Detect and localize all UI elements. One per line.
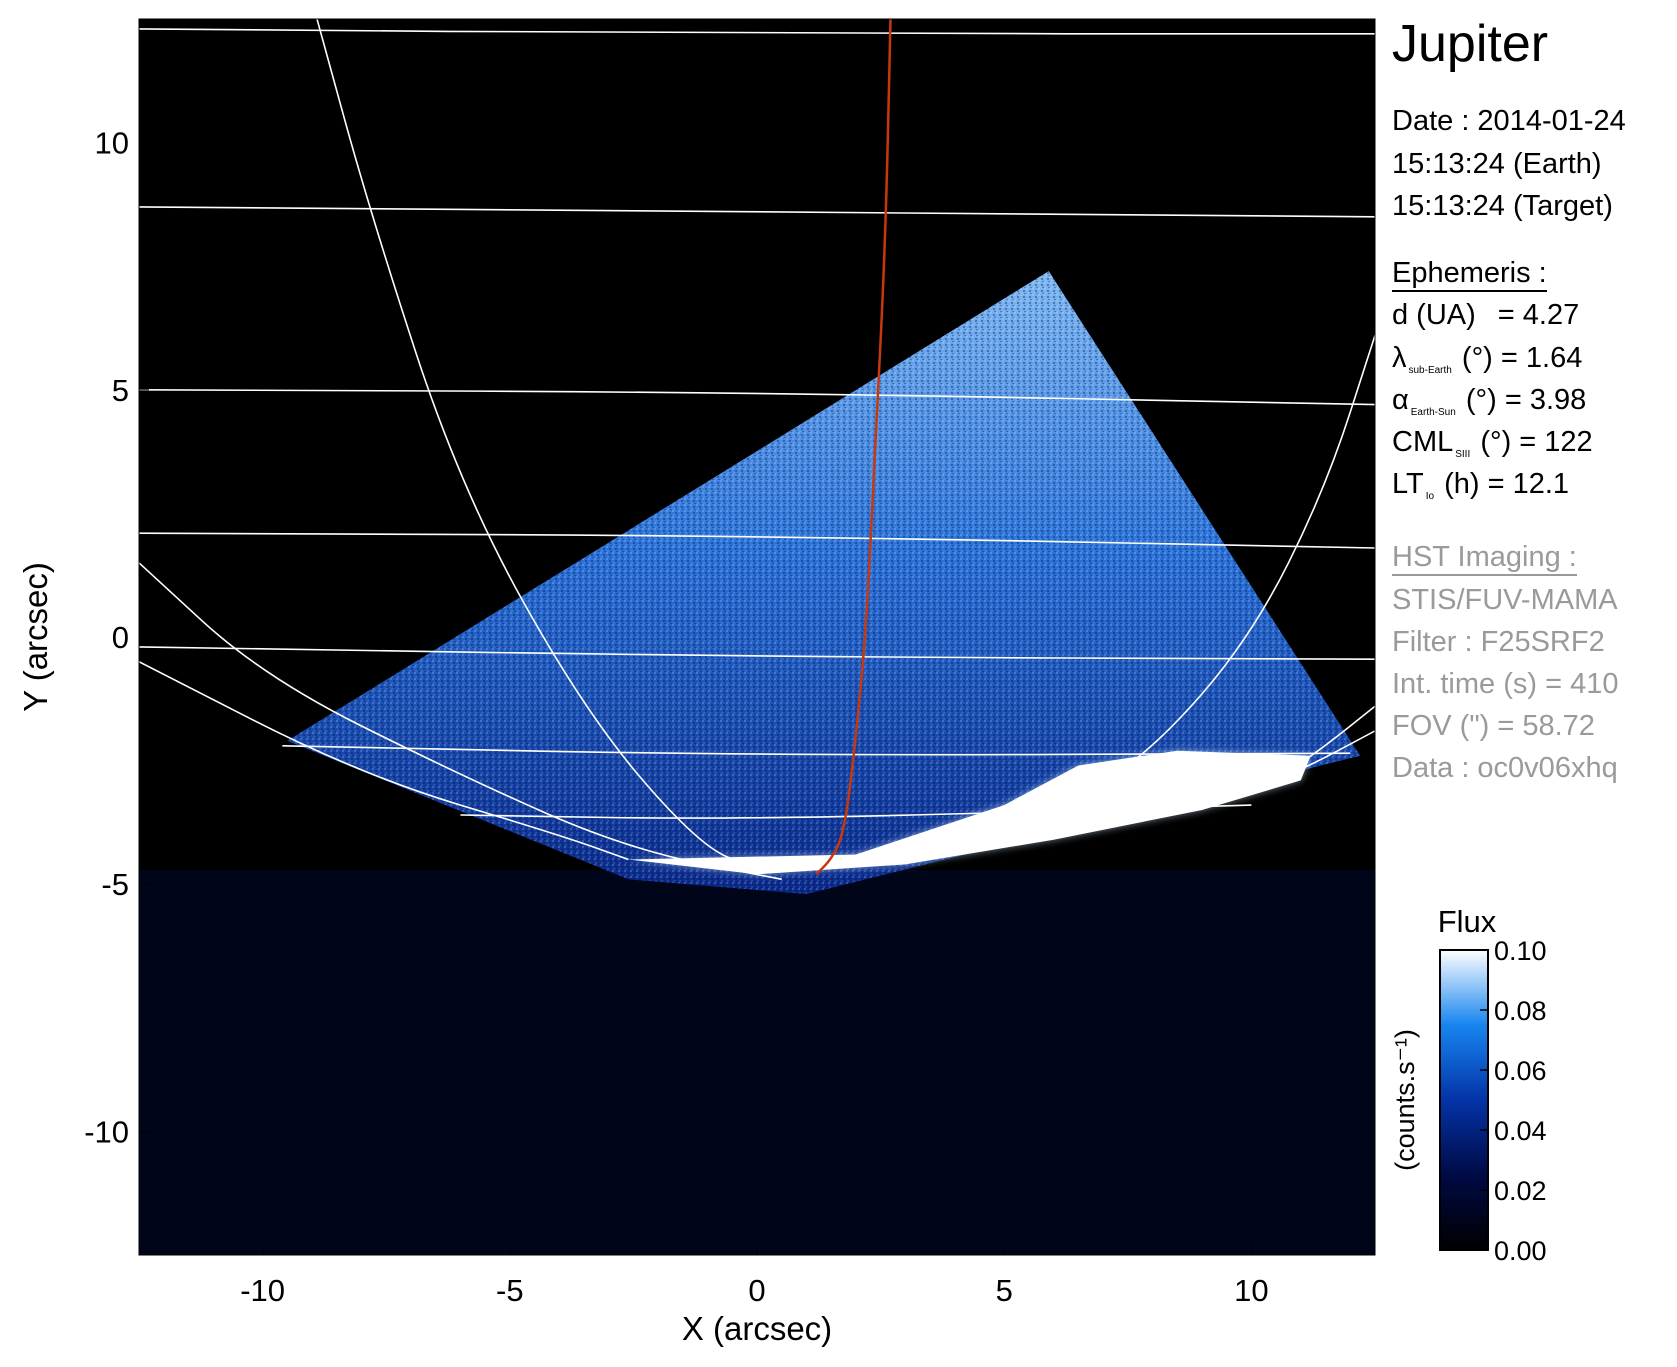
longitude-line-1 xyxy=(316,19,758,871)
image-footprint-noise xyxy=(287,271,1361,895)
cml-subscript: SIII xyxy=(1455,449,1471,460)
distance-value: = 4.27 xyxy=(1497,299,1580,331)
colorbar-tick-label: 0.08 xyxy=(1494,996,1547,1026)
colorbar-unit-label: (counts.s⁻¹) xyxy=(1390,1029,1420,1171)
longitude-lines xyxy=(139,19,1375,881)
integration-time: Int. time (s) = 410 xyxy=(1392,668,1619,700)
alpha-subscript: Earth-Sun xyxy=(1410,407,1456,418)
lt-subscript: Io xyxy=(1425,491,1435,502)
y-tick-label: 0 xyxy=(112,620,129,655)
latitude-line-4 xyxy=(139,532,1375,549)
x-tick-label: 5 xyxy=(996,1273,1013,1308)
longitude-line-4 xyxy=(1077,335,1375,796)
hst-heading: HST Imaging : xyxy=(1392,540,1577,576)
sub-earth-latitude-row: λ sub-Earth (°) = 1.64 xyxy=(1392,341,1582,388)
plot-title: Jupiter xyxy=(1392,15,1549,73)
latitude-line-6 xyxy=(282,745,1351,756)
x-tick-label: 0 xyxy=(748,1273,765,1308)
sub-earth-latitude-value: (°) = 1.64 xyxy=(1461,342,1583,374)
longitude-line-5 xyxy=(1201,705,1375,801)
colorbar-tick-label: 0.06 xyxy=(1494,1056,1547,1086)
phase-angle-row: α Earth-Sun (°) = 3.98 xyxy=(1392,383,1586,430)
latitude-line-2 xyxy=(139,206,1375,218)
longitude-line-3 xyxy=(139,660,629,861)
x-axis-label: X (arcsec) xyxy=(682,1310,832,1347)
colorbar-ticks: 0.10 0.08 0.06 0.04 0.02 0.00 xyxy=(1480,936,1547,1266)
filter: Filter : F25SRF2 xyxy=(1392,626,1605,658)
phase-angle-value: (°) = 3.98 xyxy=(1465,384,1587,416)
field-of-view: FOV (") = 58.72 xyxy=(1392,710,1595,742)
colorbar-tick-label: 0.02 xyxy=(1494,1176,1547,1206)
colorbar xyxy=(1439,949,1489,1251)
y-tick-label: 5 xyxy=(112,373,129,408)
time-target: 15:13:24 (Target) xyxy=(1392,190,1613,222)
date-line: Date : 2014-01-24 xyxy=(1392,105,1626,137)
longitude-line-6 xyxy=(1226,730,1375,801)
alpha-symbol: α xyxy=(1392,384,1409,416)
distance-label: d (UA) xyxy=(1392,299,1476,331)
cml-row: CML SIII (°) = 122 xyxy=(1392,425,1593,472)
colorbar-tick-label: 0.04 xyxy=(1494,1116,1547,1146)
latitude-lines xyxy=(139,28,1375,819)
y-tick-label: -10 xyxy=(84,1114,129,1149)
y-axis-ticks: 10 5 0 -5 -10 xyxy=(84,126,149,1149)
io-local-time-value: (h) = 12.1 xyxy=(1444,468,1570,500)
x-tick-label: -10 xyxy=(240,1273,285,1308)
lambda-subscript: sub-Earth xyxy=(1408,365,1452,376)
time-earth: 15:13:24 (Earth) xyxy=(1392,148,1602,180)
colorbar-title: Flux xyxy=(1438,904,1497,939)
central-meridian-line xyxy=(815,19,892,876)
lower-glow xyxy=(139,870,1375,1255)
x-tick-label: -5 xyxy=(496,1273,524,1308)
colorbar-tick-label: 0.10 xyxy=(1494,936,1547,966)
instrument: STIS/FUV-MAMA xyxy=(1392,584,1618,616)
lt-label: LT xyxy=(1392,468,1424,500)
latitude-line-1 xyxy=(139,28,1375,35)
latitude-line-5 xyxy=(139,646,1375,660)
cml-label: CML xyxy=(1392,426,1454,458)
latitude-line-7 xyxy=(460,804,1252,819)
distance-row: d (UA) = 4.27 xyxy=(1392,298,1579,332)
ephemeris-heading-text: Ephemeris : xyxy=(1392,257,1547,292)
longitude-line-2 xyxy=(139,562,782,881)
latitude-line-3 xyxy=(139,389,1375,406)
y-axis-label: Y (arcsec) xyxy=(17,562,54,712)
auroral-oval xyxy=(628,750,1311,875)
io-local-time-row: LT Io (h) = 12.1 xyxy=(1392,467,1569,514)
lambda-symbol: λ xyxy=(1392,342,1407,374)
x-axis-ticks: -10 -5 0 5 10 xyxy=(240,1245,1269,1308)
ephemeris-heading: Ephemeris : xyxy=(1392,256,1547,292)
y-tick-label: -5 xyxy=(101,867,129,902)
data-id: Data : oc0v06xhq xyxy=(1392,752,1618,784)
x-tick-label: 10 xyxy=(1234,1273,1268,1308)
colorbar-tick-label: 0.00 xyxy=(1494,1236,1547,1266)
hst-heading-text: HST Imaging : xyxy=(1392,541,1577,576)
y-tick-label: 10 xyxy=(95,126,129,161)
cml-value: (°) = 122 xyxy=(1480,426,1593,458)
